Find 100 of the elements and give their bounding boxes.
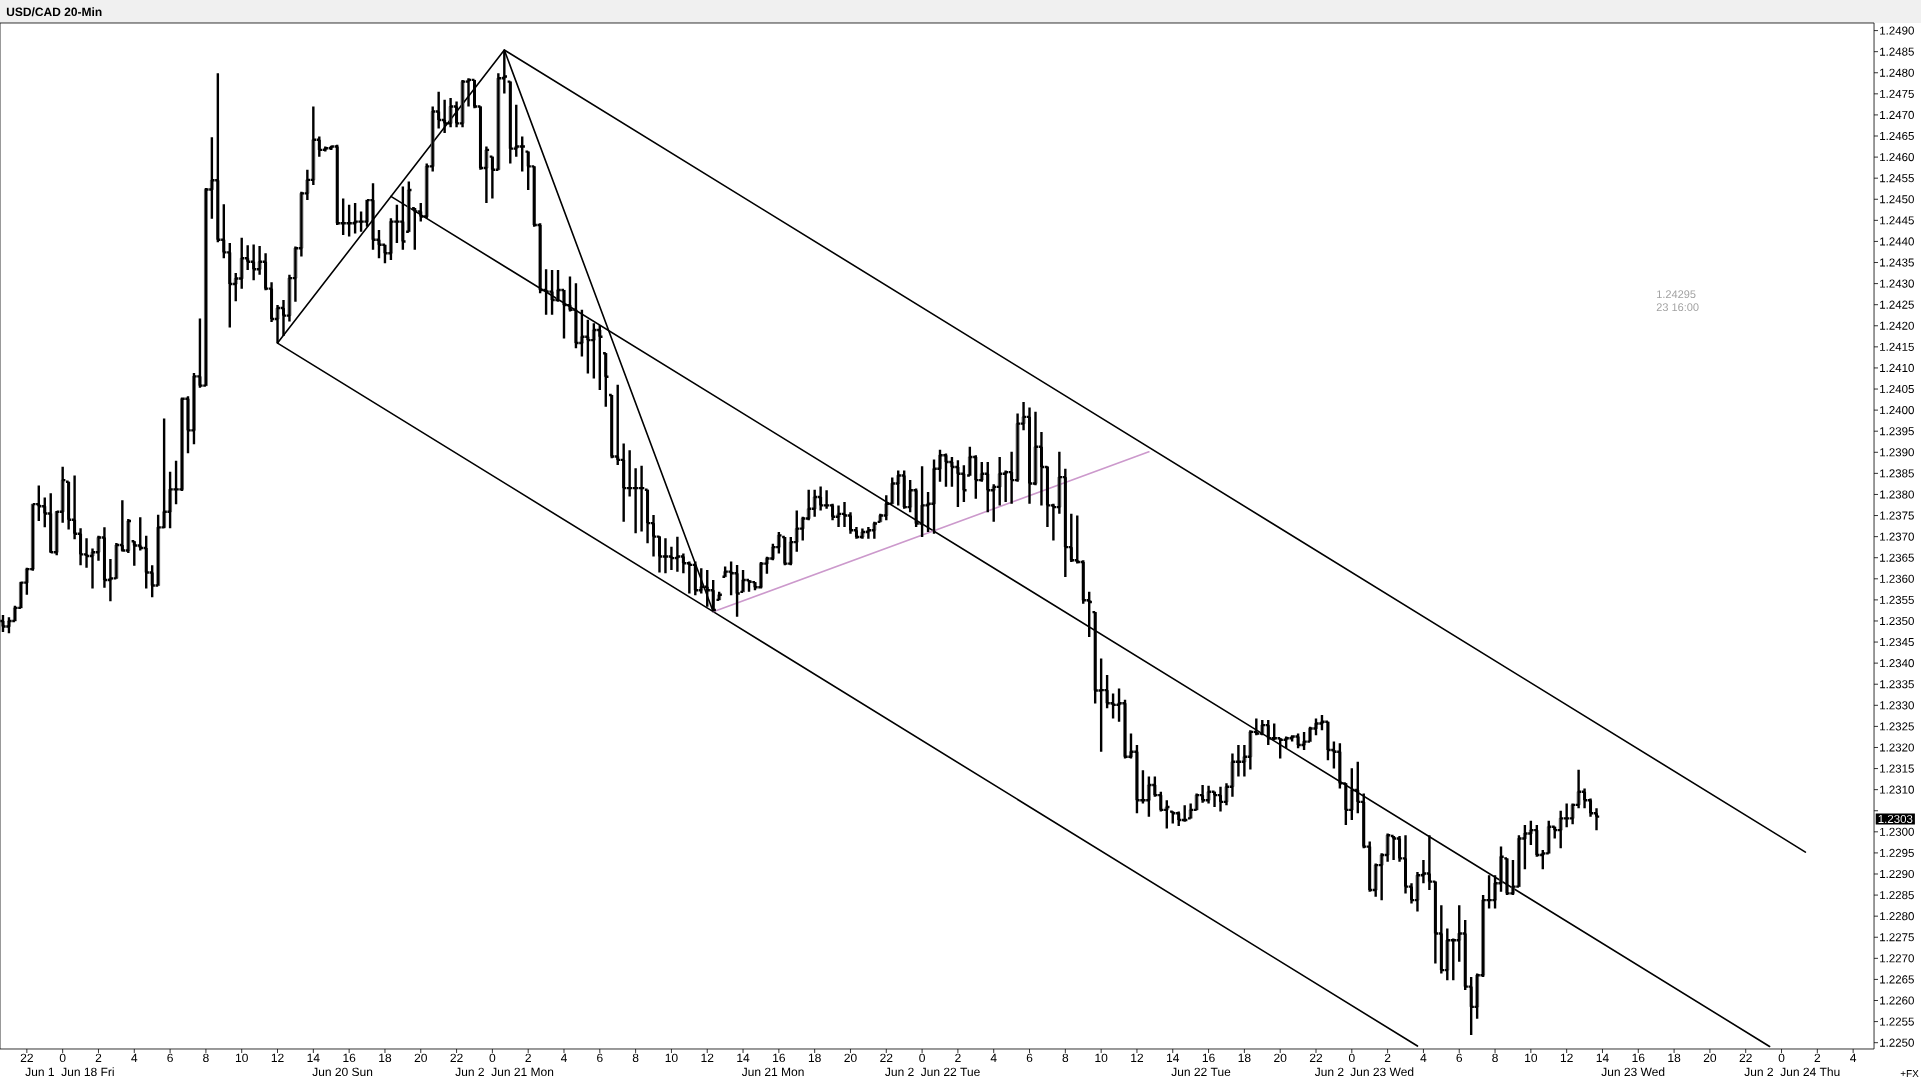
- x-tick-label: 18: [1238, 1053, 1251, 1063]
- y-tick-label: 1.2450: [1880, 195, 1914, 204]
- x-tick-label: 16: [1202, 1053, 1215, 1063]
- text: Jun 20 Sun: [312, 1067, 373, 1077]
- y-tick-label: 1.2295: [1880, 848, 1914, 857]
- y-tick-label: 1.2255: [1880, 1017, 1914, 1026]
- text: Jun 23 Wed: [1350, 1067, 1414, 1077]
- text: Jun 21 Mon: [741, 1067, 804, 1077]
- y-tick-label: 1.2320: [1880, 743, 1914, 752]
- x-tick-label: 22: [1309, 1053, 1323, 1062]
- y-tick-label: 1.2370: [1880, 532, 1914, 541]
- x-tick-label: 16: [773, 1053, 785, 1063]
- y-tick-label: 1.2335: [1880, 680, 1914, 689]
- y-tick-label: 1.2490: [1880, 26, 1914, 35]
- y-tick-label: 1.2445: [1880, 216, 1914, 225]
- x-tick-label: 4: [1850, 1053, 1857, 1062]
- text: Jun 1: [25, 1067, 54, 1077]
- y-tick-label: 1.2350: [1880, 616, 1914, 626]
- x-tick-label: 16: [1632, 1053, 1645, 1063]
- x-tick-label: 0: [919, 1053, 925, 1063]
- y-tick-label: 1.2465: [1880, 131, 1914, 141]
- x-tick-label: 10: [1095, 1053, 1108, 1063]
- x-tick-label: 8: [203, 1053, 209, 1063]
- x-tick-label: 8: [1492, 1053, 1498, 1063]
- x-tick-label: 6: [1026, 1053, 1033, 1063]
- x-tick-label: 6: [167, 1053, 173, 1063]
- y-tick-label: 1.2475: [1880, 89, 1914, 98]
- x-tick-label: 4: [560, 1053, 567, 1062]
- x-tick-label: 6: [597, 1053, 603, 1063]
- y-tick-label: 1.2300: [1880, 827, 1914, 836]
- y-tick-label: 1.2430: [1880, 279, 1914, 288]
- x-tick-label: 14: [1167, 1053, 1180, 1062]
- x-tick-label: 14: [307, 1053, 320, 1062]
- y-tick-label: 1.2455: [1880, 174, 1914, 183]
- x-tick-label: 14: [1596, 1053, 1609, 1062]
- y-tick-label: 1.2470: [1880, 110, 1914, 119]
- x-tick-label: 4: [990, 1053, 997, 1062]
- x-tick-label: 4: [1420, 1053, 1427, 1062]
- y-tick-label: 1.2280: [1880, 912, 1914, 921]
- x-tick-label: 22: [20, 1053, 33, 1062]
- x-tick-label: 22: [1739, 1053, 1752, 1062]
- x-tick-label: 12: [701, 1053, 714, 1062]
- y-tick-label: 1.2260: [1880, 996, 1914, 1005]
- y-tick-label: 1.2410: [1880, 363, 1914, 373]
- text: Jun 22 Tue: [920, 1067, 980, 1077]
- y-tick-label: 1.2310: [1880, 785, 1914, 794]
- x-tick-label: 0: [1778, 1053, 1785, 1063]
- y-tick-label: 1.2460: [1880, 153, 1914, 162]
- x-tick-label: 8: [632, 1053, 639, 1063]
- y-tick-label: 1.2290: [1880, 869, 1914, 879]
- x-tick-label: 2: [955, 1053, 961, 1062]
- x-tick-label: 10: [235, 1053, 248, 1063]
- text: Jun 21 Mon: [491, 1067, 554, 1077]
- x-tick-label: 20: [414, 1053, 427, 1063]
- y-tick-label: 1.2395: [1880, 427, 1914, 436]
- y-tick-label: 1.2360: [1880, 574, 1914, 583]
- text: Jun 24 Thu: [1780, 1067, 1840, 1077]
- x-tick-label: 16: [343, 1053, 356, 1063]
- y-tick-label: 1.2485: [1880, 47, 1914, 56]
- annotation: 1.24295: [1657, 290, 1696, 299]
- y-tick-label: 1.2425: [1880, 300, 1914, 309]
- x-tick-label: 2: [1384, 1053, 1391, 1062]
- x-tick-label: 12: [1560, 1053, 1573, 1062]
- x-tick-label: 12: [271, 1053, 284, 1062]
- x-tick-label: 18: [379, 1053, 392, 1063]
- y-tick-label: 1.2390: [1880, 448, 1914, 457]
- text: Jun 2: [1744, 1067, 1773, 1077]
- y-tick-label: 1.2315: [1880, 764, 1914, 773]
- x-tick-label: 20: [844, 1053, 857, 1063]
- x-tick-label: 0: [1348, 1053, 1355, 1063]
- chart-title: USD/CAD 20-Min: [6, 7, 102, 17]
- y-tick-label: 1.2400: [1880, 406, 1914, 415]
- x-tick-label: 4: [131, 1053, 138, 1062]
- y-tick-label: 1.2420: [1880, 321, 1914, 330]
- y-tick-label: 1.2275: [1880, 933, 1914, 942]
- y-tick-label: 1.2415: [1880, 342, 1914, 351]
- x-tick-label: 22: [880, 1053, 893, 1062]
- x-tick-label: 18: [808, 1053, 821, 1063]
- text: Jun 18 Fri: [61, 1067, 114, 1077]
- y-tick-label: 1.2380: [1880, 490, 1914, 499]
- text: Jun 23 Wed: [1601, 1067, 1665, 1077]
- x-tick-label: 8: [1062, 1053, 1069, 1063]
- x-tick-label: 12: [1131, 1053, 1144, 1062]
- x-tick-label: 0: [489, 1053, 496, 1063]
- x-tick-label: 2: [1814, 1053, 1821, 1062]
- y-tick-label: 1.2435: [1880, 258, 1914, 267]
- text: Jun 2: [455, 1067, 484, 1077]
- y-tick-label: 1.2330: [1880, 701, 1914, 710]
- x-tick-label: 2: [95, 1053, 102, 1062]
- text: +FX: [1900, 1070, 1919, 1077]
- y-tick-label: 1.2355: [1880, 595, 1914, 604]
- y-tick-label: 1.2340: [1880, 659, 1914, 668]
- x-tick-label: 6: [1456, 1053, 1463, 1063]
- x-tick-label: 10: [1525, 1053, 1538, 1063]
- x-tick-label: 20: [1703, 1053, 1717, 1063]
- text: Jun 2: [885, 1067, 914, 1077]
- text: Jun 22 Tue: [1171, 1067, 1231, 1077]
- x-tick-label: 18: [1668, 1053, 1681, 1063]
- annotation: 23 16:00: [1656, 303, 1699, 312]
- x-tick-label: 20: [1274, 1053, 1287, 1063]
